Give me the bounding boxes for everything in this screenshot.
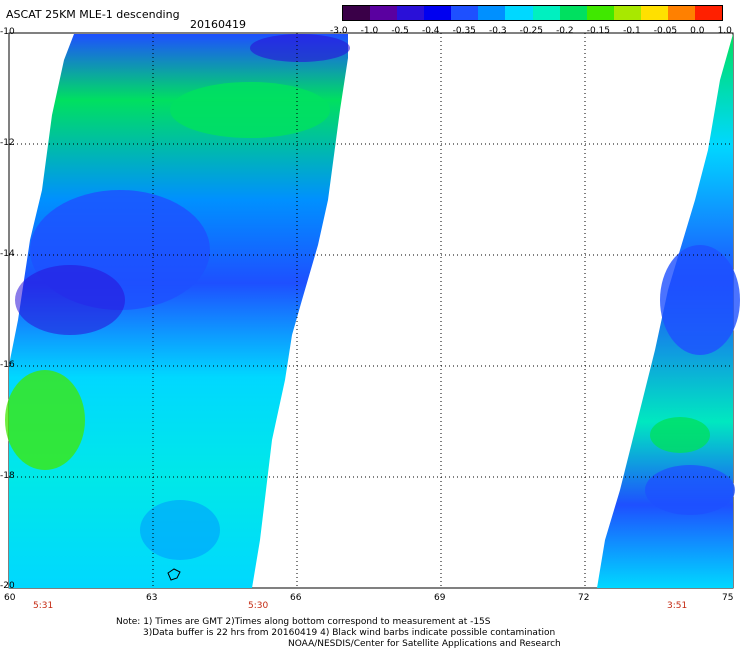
lon-label: 69	[434, 593, 446, 603]
lon-label: 75	[722, 593, 734, 603]
colorbar-tick-label: -1.0	[360, 26, 379, 36]
colorbar-segment	[613, 6, 641, 20]
lon-label: 63	[146, 593, 158, 603]
colorbar-tick-label: -0.1	[623, 26, 641, 36]
lat-label: -12	[0, 138, 15, 148]
colorbar-segment	[559, 6, 587, 20]
swath-data	[5, 34, 740, 588]
colorbar-segment	[640, 6, 668, 20]
swath-right-region	[650, 417, 710, 453]
island-outline	[167, 568, 181, 581]
pass-time-label: 5:30	[248, 601, 269, 611]
product-title: ASCAT 25KM MLE-1 descending	[6, 8, 180, 21]
colorbar-segment	[343, 6, 371, 20]
swath-left-region	[170, 82, 330, 138]
lat-label: -18	[0, 471, 15, 481]
colorbar-segment	[586, 6, 614, 20]
swath-right-region	[645, 465, 735, 515]
lat-label: -20	[0, 581, 15, 591]
swath-left-region	[15, 265, 125, 335]
colorbar-segment	[667, 6, 696, 20]
note-line-2: 3)Data buffer is 22 hrs from 20160419 4)…	[143, 628, 556, 638]
lat-label: -16	[0, 360, 15, 370]
graticule	[9, 33, 733, 588]
colorbar-segment	[532, 6, 560, 20]
swath-left-region	[250, 34, 350, 62]
colorbar-tick-label: -0.2	[556, 26, 574, 36]
colorbar	[342, 5, 723, 21]
colorbar-tick-label: -3.0	[330, 26, 348, 36]
lon-label: 72	[578, 593, 590, 603]
colorbar-tick-label: 1.0	[717, 26, 732, 36]
swath-left-region	[5, 370, 85, 470]
swath-right-region	[660, 245, 740, 355]
colorbar-segment	[505, 6, 533, 20]
lat-label: -14	[0, 249, 15, 259]
colorbar-segment	[451, 6, 479, 20]
swath-left-region	[140, 500, 220, 560]
colorbar-segment	[397, 6, 425, 20]
lon-label: 66	[290, 593, 302, 603]
colorbar-tick-label: -0.25	[519, 26, 543, 36]
note-line-1: Note: 1) Times are GMT 2)Times along bot…	[116, 617, 491, 627]
colorbar-segment	[478, 6, 506, 20]
colorbar-segment	[695, 6, 723, 20]
colorbar-tick-label: 0.0	[690, 26, 705, 36]
colorbar-tick-label: -0.3	[489, 26, 507, 36]
colorbar-tick-label: -0.35	[452, 26, 476, 36]
colorbar-tick-label: -0.4	[421, 26, 440, 36]
colorbar-segment	[370, 6, 398, 20]
colorbar-segment	[424, 6, 452, 20]
note-line-3: NOAA/NESDIS/Center for Satellite Applica…	[288, 639, 561, 649]
colorbar-tick-label: -0.5	[391, 26, 409, 36]
colorbar-tick-label: -0.05	[653, 26, 678, 36]
product-date: 20160419	[190, 18, 246, 31]
pass-time-label: 3:51	[667, 601, 688, 611]
colorbar-ticks: -3.0 -1.0 -0.5 -0.4 -0.35 -0.3 -0.25 -0.2 -0.15 -…	[330, 26, 732, 36]
colorbar-tick-label: -0.15	[586, 26, 611, 36]
swath-left	[9, 34, 348, 588]
pass-time-label: 5:31	[33, 601, 54, 611]
lon-label: 60	[4, 593, 16, 603]
lat-label: -10	[0, 27, 15, 37]
